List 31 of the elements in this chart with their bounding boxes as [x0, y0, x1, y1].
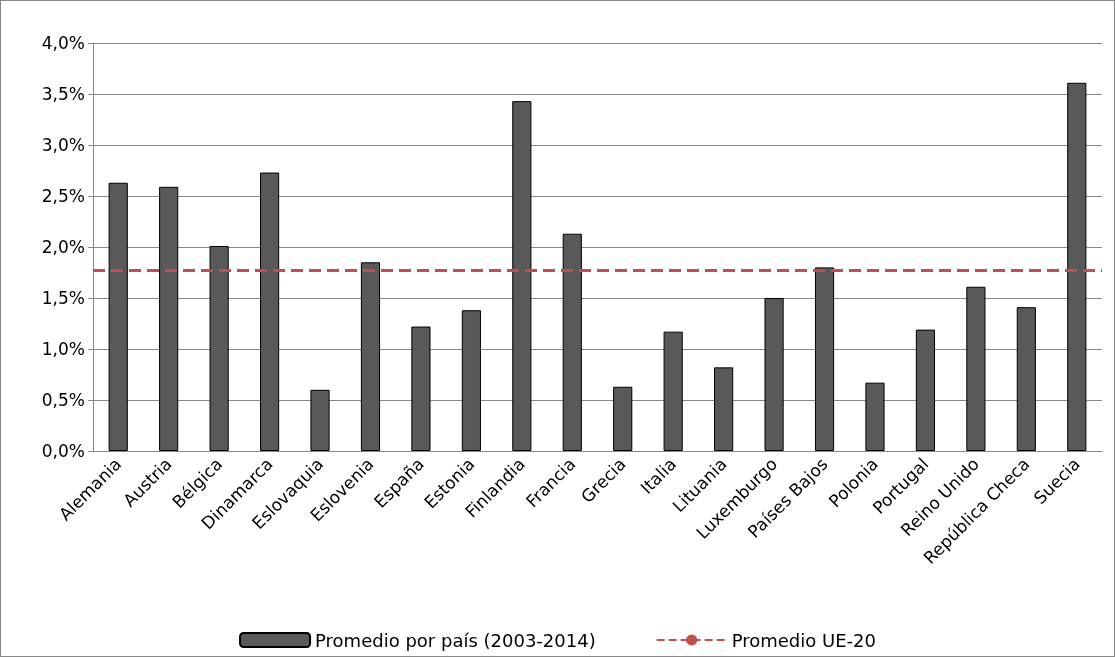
bar — [966, 286, 986, 451]
legend-label: Promedio por país (2003-2014) — [315, 629, 596, 651]
bar — [714, 367, 734, 451]
bar — [562, 233, 582, 451]
bar — [865, 382, 885, 451]
y-tick-label: 2,5% — [41, 186, 85, 206]
bar — [108, 182, 128, 451]
bar — [360, 262, 381, 451]
bar — [814, 267, 835, 451]
y-tick-label: 1,5% — [41, 288, 85, 308]
bar — [663, 331, 683, 451]
bar — [1016, 307, 1036, 451]
y-tick-label: 4,0% — [41, 33, 85, 53]
bar — [259, 172, 280, 451]
legend-label: Promedio UE-20 — [731, 629, 876, 651]
y-tick-label: 1,0% — [41, 339, 85, 359]
y-tick-label: 3,0% — [41, 135, 85, 155]
bar — [209, 245, 229, 451]
y-tick-label: 2,0% — [41, 237, 85, 257]
bar — [411, 326, 431, 451]
bar — [159, 186, 179, 451]
bar — [764, 298, 784, 451]
y-tick-label: 0,5% — [41, 390, 85, 410]
bar — [613, 386, 633, 451]
bar — [1067, 82, 1087, 451]
y-tick-label: 0,0% — [41, 441, 85, 461]
bar — [310, 389, 330, 451]
bar — [915, 329, 936, 451]
bar — [512, 101, 532, 451]
bar — [461, 310, 481, 451]
y-tick-label: 3,5% — [41, 84, 85, 104]
